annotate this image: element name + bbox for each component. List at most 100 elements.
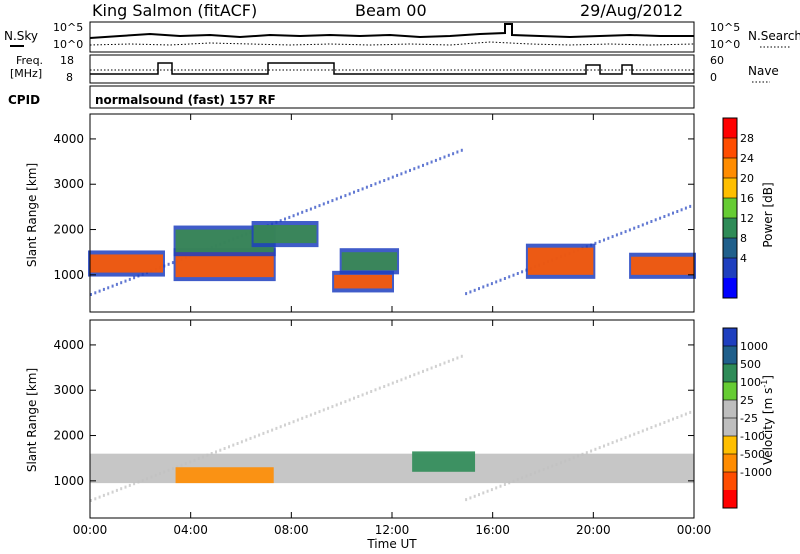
cpid-panel: CPID normalsound (fast) 157 RF <box>8 85 695 109</box>
scatter-cell <box>374 388 377 392</box>
scatter-cell <box>370 390 373 393</box>
scatter-cell <box>120 487 123 491</box>
scatter-cell <box>115 282 118 286</box>
scatter-cell <box>245 438 248 442</box>
velocity-colorbar: 1000 500 100 25 -25 -100 -500 -1000 <box>722 327 772 509</box>
y-tick-label: 2000 <box>53 429 84 443</box>
scatter-cell <box>516 272 519 275</box>
scatter-cell <box>615 439 618 443</box>
cpid-text: normalsound (fast) 157 RF <box>95 93 276 107</box>
freq-trace <box>90 62 694 75</box>
power-band <box>175 252 274 278</box>
freq-panel: Freq. [MHz] 18 8 60 0 Nave <box>10 54 779 84</box>
velocity-colorbar-label-end: ] <box>761 375 775 380</box>
scatter-cell <box>309 413 312 417</box>
y-tick-label: 4000 <box>53 338 84 352</box>
scatter-cell <box>434 364 437 368</box>
scatter-cell <box>443 361 446 365</box>
scatter-cell <box>676 210 679 213</box>
power-band <box>253 225 317 244</box>
scatter-cell <box>482 285 485 289</box>
scatter-cell <box>391 381 394 385</box>
power-colorbar-label: Power [dB] <box>761 182 775 247</box>
scatter-cell <box>654 424 657 428</box>
scatter-cell <box>128 483 131 487</box>
scatter-cell <box>426 368 429 372</box>
velocity-y-ticks: 4000 3000 2000 1000 <box>53 338 694 488</box>
scatter-cell <box>680 208 683 212</box>
scatter-cell <box>107 286 110 290</box>
scatter-cell <box>167 262 170 266</box>
scatter-cell <box>90 293 92 296</box>
scatter-cell <box>404 170 407 174</box>
scatter-cell <box>434 158 437 162</box>
noise-tick-left-bottom: 10^0 <box>53 38 83 51</box>
power-ylabel: Slant Range [km] <box>25 163 39 267</box>
scatter-cell <box>353 396 355 400</box>
scatter-cell <box>607 442 610 446</box>
scatter-cell <box>327 406 330 410</box>
velocity-colorbar-label: Velocity [m s-1] <box>760 375 775 465</box>
colorbar-tick-label: 4 <box>740 252 747 265</box>
colorbar-segment <box>723 118 737 138</box>
x-tick-label: 16:00 <box>475 523 510 537</box>
scatter-cell <box>628 434 631 438</box>
scatter-cell <box>508 275 511 279</box>
scatter-cell <box>495 280 498 284</box>
colorbar-segment <box>723 198 737 218</box>
scatter-cell <box>646 427 649 431</box>
colorbar-tick-label: 25 <box>740 394 754 407</box>
scatter-cell <box>301 416 304 420</box>
scatter-cell <box>284 217 286 221</box>
scatter-cell <box>296 212 299 216</box>
scatter-cell <box>314 411 317 415</box>
scatter-cell <box>499 484 502 488</box>
scatter-cell <box>456 356 459 360</box>
scatter-cell <box>482 491 485 495</box>
scatter-cell <box>499 278 502 282</box>
noise-panel: N.Sky 10^5 10^0 10^5 10^0 N.Search <box>4 21 800 53</box>
noise-tick-right-bottom: 10^0 <box>710 38 740 51</box>
colorbar-segment <box>723 490 737 508</box>
power-y-ticks: 4000 3000 2000 1000 <box>53 132 694 282</box>
scatter-cell <box>94 291 97 295</box>
scatter-cell <box>469 290 472 294</box>
colorbar-tick-label: 20 <box>740 172 754 185</box>
scatter-cell <box>654 218 657 222</box>
station-title: King Salmon (fitACF) <box>92 1 257 20</box>
scatter-cell <box>659 216 662 220</box>
colorbar-segment <box>723 258 737 278</box>
scatter-cell <box>396 173 399 177</box>
colorbar-segment <box>723 382 737 400</box>
colorbar-segment <box>723 400 737 418</box>
scatter-cell <box>413 167 416 171</box>
scatter-cell <box>490 488 493 492</box>
scatter-cell <box>340 195 342 199</box>
scatter-cell <box>473 288 476 292</box>
colorbar-segment <box>723 328 737 346</box>
scatter-cell <box>344 194 347 198</box>
colorbar-tick-label: 8 <box>740 232 747 245</box>
x-tick-label: 08:00 <box>274 523 309 537</box>
scatter-cell <box>417 371 420 375</box>
scatter-cell <box>335 403 338 407</box>
scatter-cell <box>344 400 347 404</box>
scatter-cell <box>426 162 429 166</box>
scatter-cell <box>223 447 226 450</box>
colorbar-tick-label: -100 <box>740 430 765 443</box>
scatter-cell <box>357 395 360 398</box>
scatter-cell <box>378 386 381 390</box>
scatter-cell <box>275 426 278 430</box>
scatter-cell <box>667 419 670 423</box>
scatter-cell <box>680 414 683 418</box>
colorbar-tick-label: 500 <box>740 358 761 371</box>
colorbar-frame <box>722 117 738 299</box>
nave-tick-bottom: 0 <box>710 71 717 84</box>
scatter-cell <box>400 378 403 382</box>
colorbar-tick-label: 1000 <box>740 340 768 353</box>
velocity-colorbar-label-sup: -1 <box>760 380 769 388</box>
scatter-cell <box>253 435 256 439</box>
scatter-cell <box>641 223 644 227</box>
scatter-cell <box>279 425 282 429</box>
scatter-cell <box>603 444 605 448</box>
